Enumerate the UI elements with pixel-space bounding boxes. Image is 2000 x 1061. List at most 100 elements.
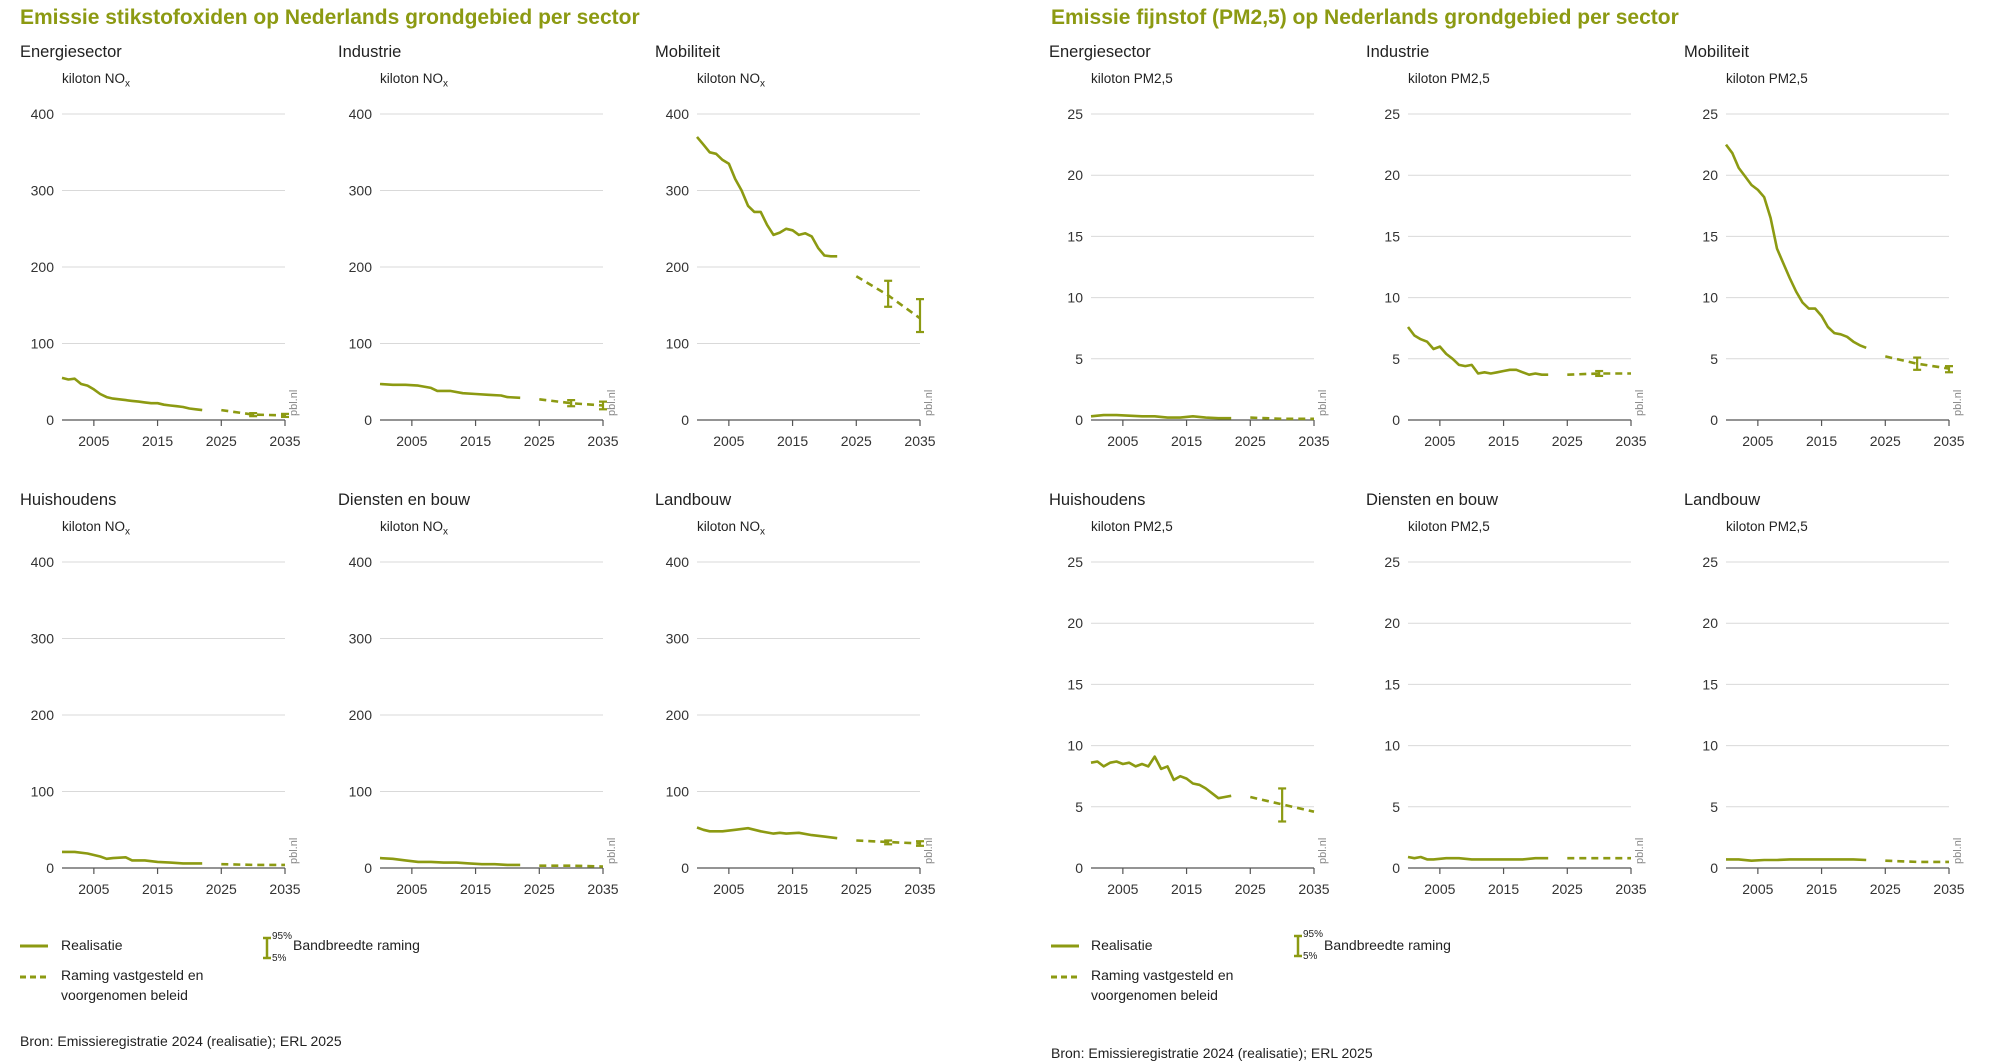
series-realisatie-line xyxy=(696,826,838,840)
series-raming-line xyxy=(539,864,604,868)
y-tick-label: 20 xyxy=(1067,615,1083,631)
unit-label-subscript: x xyxy=(125,78,131,90)
x-tick-label: 2005 xyxy=(1424,881,1455,897)
y-tick-label: 100 xyxy=(31,784,55,800)
x-tick-label: 2025 xyxy=(1552,881,1583,897)
legend-band-bottom: 5% xyxy=(272,953,287,964)
sector-title: Diensten en bouw xyxy=(1366,491,1499,509)
x-tick-label: 2035 xyxy=(1933,433,1964,449)
y-tick-label: 400 xyxy=(349,554,373,570)
y-tick-label: 20 xyxy=(1384,167,1400,183)
left-panel-title: Emissie stikstofoxiden op Nederlands gro… xyxy=(20,6,640,29)
y-tick-label: 0 xyxy=(1710,860,1718,876)
series-raming-line xyxy=(221,408,286,417)
series-realisatie-line xyxy=(61,376,203,412)
unit-label: kiloton NOx xyxy=(697,519,765,538)
unit-label-main: kiloton PM2,5 xyxy=(1408,71,1490,86)
unit-label-main: kiloton NO xyxy=(380,519,444,534)
series-realisatie-line xyxy=(696,136,838,258)
y-tick-label: 300 xyxy=(349,183,373,199)
legend-raming-line2: voorgenomen beleid xyxy=(61,987,188,1003)
credit-label: pbl.nl xyxy=(923,838,935,864)
x-tick-label: 2025 xyxy=(1870,433,1901,449)
x-tick-label: 2035 xyxy=(1298,881,1329,897)
y-tick-label: 400 xyxy=(31,554,55,570)
y-tick-label: 20 xyxy=(1067,167,1083,183)
series-realisatie-line xyxy=(379,382,521,400)
x-tick-label: 2035 xyxy=(1615,433,1646,449)
x-tick-label: 2015 xyxy=(460,433,491,449)
legend-band-label: Bandbreedte raming xyxy=(1324,937,1451,953)
unit-label-main: kiloton PM2,5 xyxy=(1726,71,1808,86)
y-tick-label: 25 xyxy=(1067,554,1083,570)
y-tick-label: 100 xyxy=(349,784,373,800)
x-tick-label: 2035 xyxy=(587,433,618,449)
x-tick-label: 2015 xyxy=(777,881,808,897)
x-tick-label: 2035 xyxy=(1298,433,1329,449)
y-tick-label: 0 xyxy=(364,412,372,428)
y-tick-label: 200 xyxy=(349,259,373,275)
x-tick-label: 2025 xyxy=(524,881,555,897)
y-tick-label: 300 xyxy=(31,183,55,199)
x-tick-label: 2025 xyxy=(841,433,872,449)
sector-title: Mobiliteit xyxy=(655,43,721,61)
legend-solid-line-icon xyxy=(1051,944,1079,948)
chart-plot-area: 0 100 200 300 400 2005 2015 2025 2035 pbl.nl xyxy=(31,554,301,897)
x-tick-label: 2015 xyxy=(1171,881,1202,897)
y-tick-label: 200 xyxy=(31,259,55,275)
y-tick-label: 15 xyxy=(1067,228,1083,244)
credit-label: pbl.nl xyxy=(606,838,618,864)
series-raming-line xyxy=(1250,795,1315,813)
sector-title: Energiesector xyxy=(1049,43,1151,61)
chart-plot-area: 0 100 200 300 400 2005 2015 2025 2035 pbl.nl xyxy=(349,554,619,897)
y-tick-label: 0 xyxy=(46,412,54,428)
sector-title: Industrie xyxy=(1366,43,1430,61)
y-tick-label: 400 xyxy=(31,106,55,122)
y-tick-label: 0 xyxy=(681,412,689,428)
unit-label-subscript: x xyxy=(443,526,449,538)
unit-label: kiloton PM2,5 xyxy=(1091,71,1173,86)
unit-label-main: kiloton NO xyxy=(62,519,126,534)
x-tick-label: 2035 xyxy=(587,881,618,897)
x-tick-label: 2015 xyxy=(1806,433,1837,449)
y-tick-label: 15 xyxy=(1384,676,1400,692)
y-tick-label: 200 xyxy=(666,707,690,723)
x-tick-label: 2005 xyxy=(396,881,427,897)
legend-raming-line1: Raming vastgesteld en xyxy=(61,967,204,983)
legend-band-label: Bandbreedte raming xyxy=(293,937,420,953)
unit-label: kiloton PM2,5 xyxy=(1408,519,1490,534)
x-tick-label: 2015 xyxy=(1488,881,1519,897)
unit-label-main: kiloton PM2,5 xyxy=(1091,71,1173,86)
series-realisatie-line xyxy=(1724,143,1867,350)
unit-label-main: kiloton NO xyxy=(697,519,761,534)
series-raming-line xyxy=(1885,355,1950,370)
y-tick-label: 10 xyxy=(1702,290,1718,306)
y-tick-label: 5 xyxy=(1710,799,1718,815)
y-tick-label: 15 xyxy=(1384,228,1400,244)
series-realisatie-line xyxy=(1090,755,1232,800)
credit-label: pbl.nl xyxy=(1317,838,1329,864)
series-raming-line xyxy=(856,839,921,845)
series-realisatie-line xyxy=(1407,855,1549,861)
unit-label-subscript: x xyxy=(760,526,766,538)
sector-title: Landbouw xyxy=(1684,491,1761,509)
y-tick-label: 100 xyxy=(666,336,690,352)
legend-realisatie: Realisatie xyxy=(61,937,123,953)
credit-label: pbl.nl xyxy=(1634,390,1646,416)
y-tick-label: 0 xyxy=(364,860,372,876)
unit-label: kiloton NOx xyxy=(62,519,130,538)
legend-raming-line1: Raming vastgesteld en xyxy=(1091,967,1234,983)
y-tick-label: 5 xyxy=(1392,351,1400,367)
x-tick-label: 2005 xyxy=(396,433,427,449)
y-tick-label: 15 xyxy=(1067,676,1083,692)
unit-label: kiloton NOx xyxy=(380,71,448,90)
y-tick-label: 10 xyxy=(1067,738,1083,754)
right-panel-title: Emissie fijnstof (PM2,5) op Nederlands g… xyxy=(1051,6,1679,29)
y-tick-label: 100 xyxy=(349,336,373,352)
chart-plot-area: 0 100 200 300 400 2005 2015 2025 2035 pbl.nl xyxy=(31,106,301,449)
sector-title: Landbouw xyxy=(655,491,732,509)
chart-plot-area: 0 100 200 300 400 2005 2015 2025 2035 pbl.nl xyxy=(666,554,936,897)
